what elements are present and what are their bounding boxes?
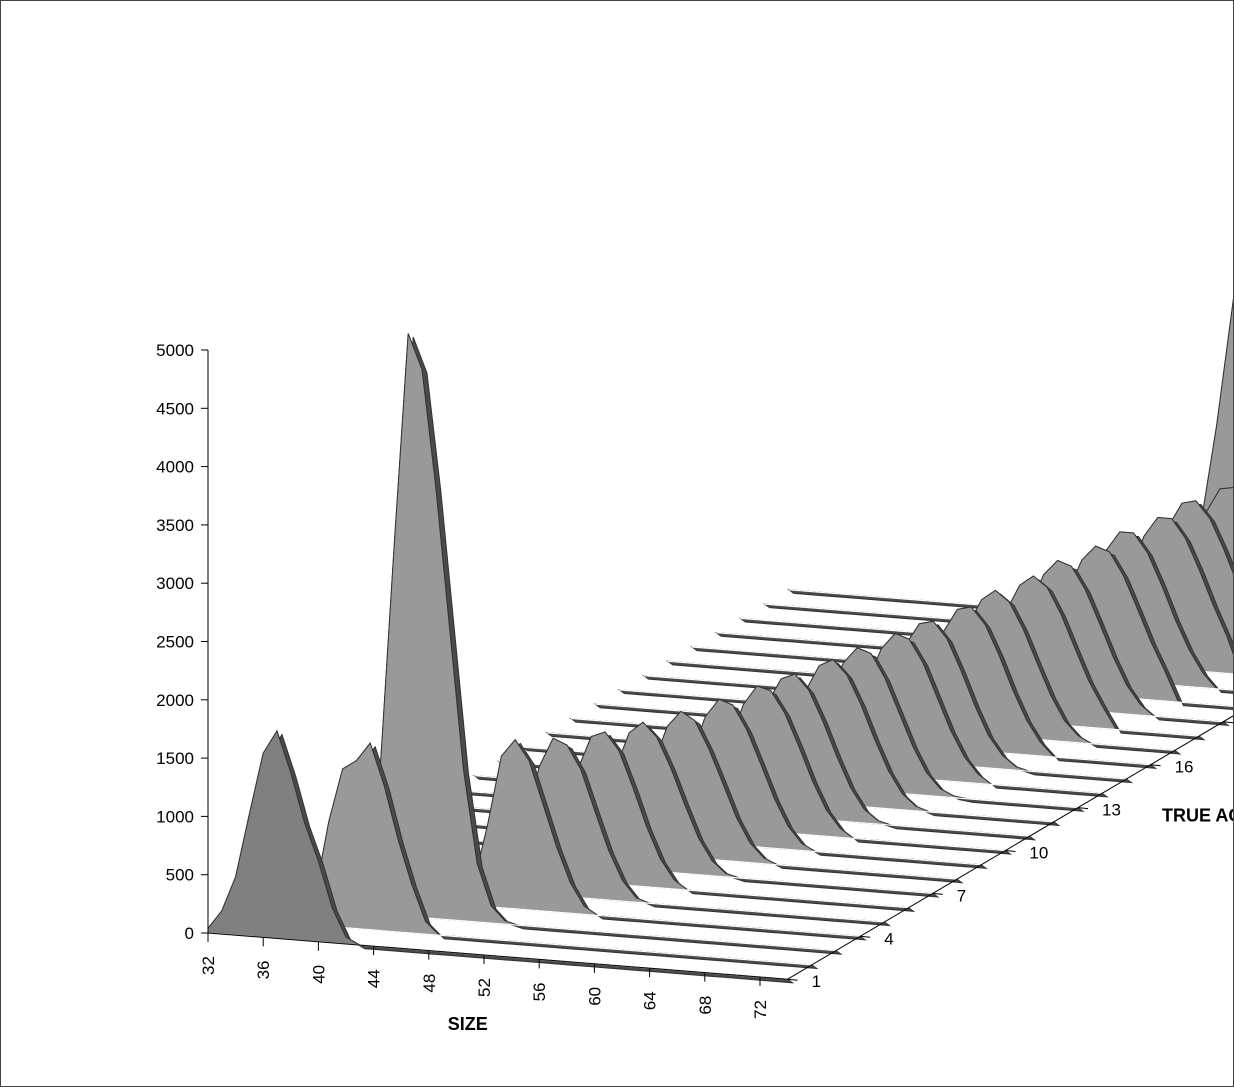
x-axis-line (207, 932, 788, 980)
y-tick-label: 0 (185, 924, 194, 943)
x-tick-label: 68 (696, 996, 715, 1015)
x-tick-label: 64 (641, 991, 660, 1010)
age-tick-1 (787, 978, 798, 981)
x-tick-label: 32 (199, 956, 218, 975)
y-tick-label: 2000 (156, 691, 194, 710)
age-tick-10 (1005, 850, 1016, 852)
age-tick-label: 10 (1029, 844, 1048, 863)
age-tick-13 (1077, 807, 1089, 810)
y-tick-label: 5000 (156, 341, 194, 360)
age-tick-16 (1150, 764, 1161, 767)
y-tick-label: 4000 (156, 458, 194, 477)
y-tick-label: 500 (166, 866, 194, 885)
x-tick-label: 36 (254, 960, 273, 979)
y-tick-label: 3500 (156, 516, 194, 535)
y-tick-label: 1500 (156, 749, 194, 768)
age-axis-title: TRUE AGE (1162, 806, 1233, 826)
x-tick-label: 40 (309, 965, 328, 984)
y-tick-label: 4500 (156, 399, 194, 418)
x-tick-label: 56 (530, 982, 549, 1001)
age-tick-label: 4 (884, 929, 893, 948)
age-tick-19 (1223, 721, 1233, 724)
x-tick-label: 72 (751, 1000, 770, 1019)
x-tick-label: 52 (475, 978, 494, 997)
x-tick-label: 60 (585, 987, 604, 1006)
age-tick-label: 7 (957, 886, 966, 905)
age-tick-label: 16 (1175, 758, 1194, 777)
age-tick-label: 1 (812, 972, 821, 991)
x-axis-title: SIZE (448, 1014, 488, 1034)
axes-layer: 0 500 1000 1500 2000 2500 3000 3500 4000 4500 5000… (156, 341, 1233, 1019)
age-tick-7 (932, 892, 943, 895)
age-tick-4 (860, 935, 871, 938)
y-tick-label: 1000 (156, 807, 194, 826)
y-tick-label: 2500 (156, 633, 194, 652)
x-tick-label: 44 (365, 969, 384, 988)
ribbon-layer (207, 298, 1233, 984)
y-tick-label: 3000 (156, 574, 194, 593)
x-tick-label: 48 (420, 974, 439, 993)
age-tick-label: 13 (1102, 801, 1121, 820)
